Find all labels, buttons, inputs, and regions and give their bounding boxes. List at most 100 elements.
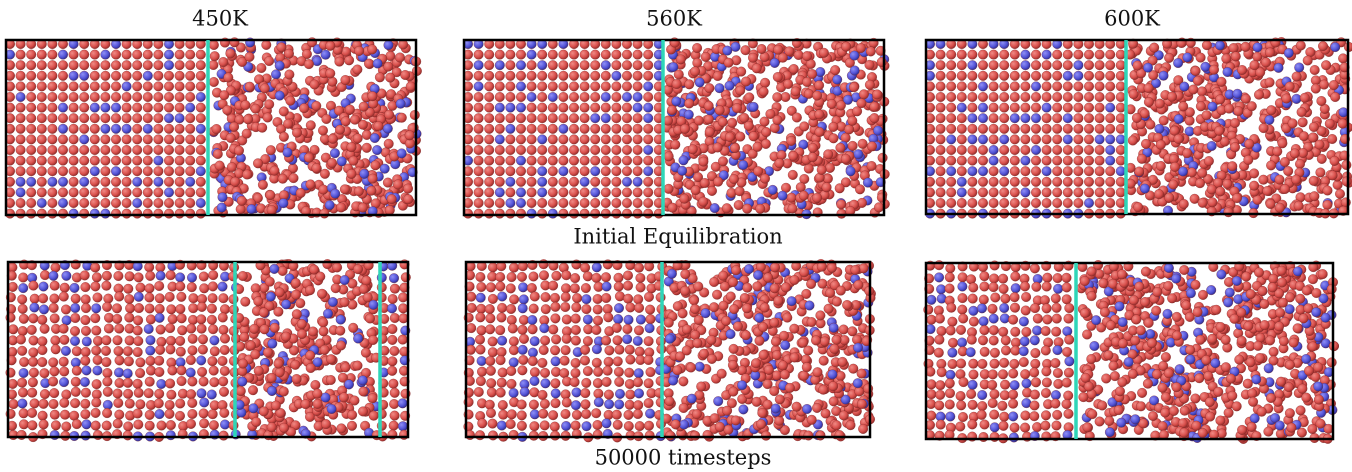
atom [1295, 159, 1305, 169]
atom [306, 180, 316, 190]
atom [199, 398, 209, 408]
atom [111, 71, 121, 81]
atom [624, 315, 634, 325]
atom [968, 420, 978, 430]
atom [612, 113, 622, 123]
atom [570, 284, 580, 294]
atom [157, 379, 167, 389]
atom [990, 359, 1000, 369]
atom [506, 82, 516, 92]
atom [154, 103, 164, 113]
atom [841, 154, 851, 164]
atom [559, 135, 569, 145]
atom [1265, 78, 1275, 88]
atom [1296, 41, 1306, 51]
atom [678, 309, 688, 319]
atom [516, 124, 526, 134]
atom [538, 390, 548, 400]
atom [18, 326, 28, 336]
atom [1074, 177, 1084, 187]
atom [210, 51, 220, 61]
atom [1105, 166, 1115, 176]
atom [389, 379, 399, 389]
atom [114, 368, 124, 378]
atom [1294, 63, 1304, 73]
atom [946, 177, 956, 187]
atom [978, 60, 988, 70]
atom [859, 90, 869, 100]
atom [1311, 84, 1321, 94]
atom [726, 292, 736, 302]
atom [234, 146, 244, 156]
atom [101, 124, 111, 134]
atom [79, 166, 89, 176]
atom [1021, 156, 1031, 166]
atom [37, 198, 47, 208]
atom [336, 341, 346, 351]
atom [787, 193, 797, 203]
atom [262, 40, 272, 50]
atom [133, 409, 143, 419]
atom [123, 422, 133, 432]
atom [497, 313, 507, 323]
atom [614, 303, 624, 313]
atom [999, 103, 1009, 113]
atom [537, 188, 547, 198]
atom [199, 409, 209, 419]
atom [188, 377, 198, 387]
atom [509, 430, 519, 440]
atom [114, 398, 124, 408]
atom [1095, 92, 1105, 102]
atom [752, 397, 762, 407]
atom [959, 377, 969, 387]
atom [644, 398, 654, 408]
atom [487, 388, 497, 398]
atom [1021, 113, 1031, 123]
atom [1105, 82, 1115, 92]
atom [508, 324, 518, 334]
atom [496, 388, 506, 398]
atom [362, 276, 372, 286]
atom [196, 103, 206, 113]
atom [1053, 368, 1063, 378]
atom [362, 143, 372, 153]
atom [781, 283, 791, 293]
atom [550, 422, 560, 432]
atom [199, 377, 209, 387]
atom [977, 410, 987, 420]
atom [196, 135, 206, 145]
atom [877, 193, 887, 203]
atom [552, 271, 562, 281]
atom [1323, 186, 1333, 196]
atom [16, 113, 26, 123]
atom [590, 71, 600, 81]
atom [1116, 188, 1126, 198]
atom [761, 127, 771, 137]
atom [1280, 184, 1290, 194]
atom [1105, 103, 1115, 113]
atom [999, 166, 1009, 176]
atom [474, 145, 484, 155]
atom [1156, 140, 1166, 150]
atom [799, 371, 809, 381]
atom [978, 166, 988, 176]
atom [497, 421, 507, 431]
atom [745, 93, 755, 103]
atom [935, 314, 945, 324]
atom [836, 371, 846, 381]
atom [737, 380, 747, 390]
atom [1021, 135, 1031, 145]
atom [1031, 71, 1041, 81]
atom [1021, 124, 1031, 134]
atom [755, 336, 765, 346]
atom [79, 50, 89, 60]
atom [528, 325, 538, 335]
atom [1074, 71, 1084, 81]
atom [623, 281, 633, 291]
atom [832, 75, 842, 85]
atom [580, 135, 590, 145]
atom [1266, 161, 1276, 171]
atom [90, 60, 100, 70]
atom [166, 345, 176, 355]
atom [633, 400, 643, 410]
